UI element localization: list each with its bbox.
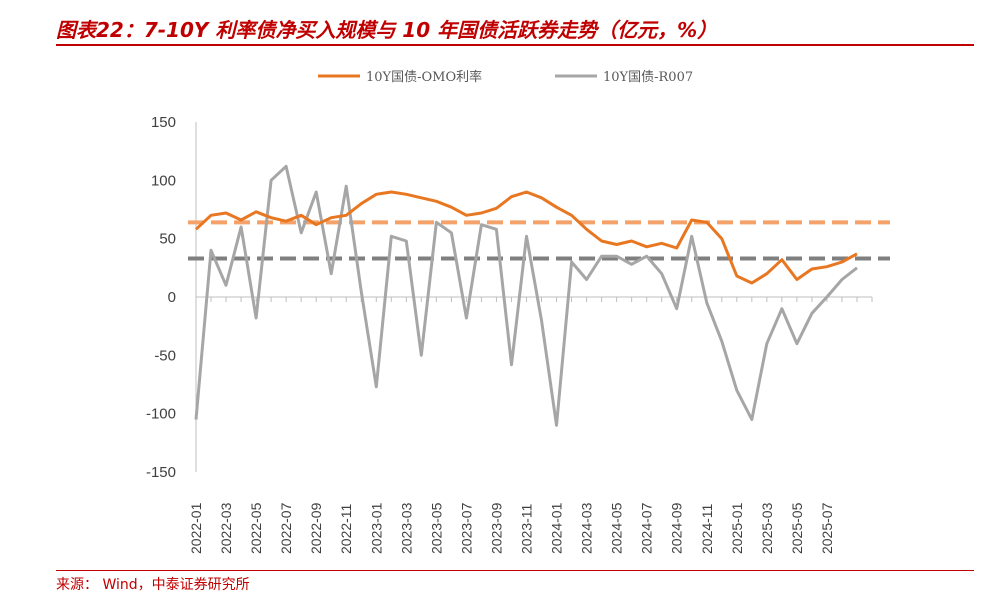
title-divider [56,44,974,46]
series-lines [194,164,858,427]
x-tick-label: 2023-07 [458,502,474,554]
x-tick-label: 2024-07 [639,502,655,554]
x-tick-label: 2024-05 [609,502,625,554]
chart-axes: 150 100 50 0 -50 -100 -150 2022-01 2022-03 2022-0… [146,114,873,554]
x-tick-label: 2024-09 [669,502,685,554]
x-tick-label: 2023-01 [368,502,384,554]
x-tick-label: 2025-07 [819,502,835,554]
x-tick-label: 2022-07 [278,502,294,554]
x-tick-label: 2023-03 [398,502,414,554]
x-tick-label: 2024-01 [549,502,565,554]
y-tick-label: -50 [154,347,176,364]
source-note: 来源： Wind，中泰证券研究所 [56,577,250,593]
legend-label-omo: 10Y国债-OMO利率 [366,69,482,85]
series-line-r007 [194,164,858,427]
y-tick-label: 150 [151,114,176,131]
x-tick-label: 2023-09 [488,502,504,554]
y-tick-label: -150 [146,464,176,481]
series-line-omo [194,190,858,285]
x-tick-label: 2022-05 [248,502,264,554]
x-tick-label: 2023-11 [518,503,534,554]
x-tick-label: 2025-01 [729,502,745,554]
x-tick-label: 2022-01 [188,502,204,554]
x-tick-label: 2024-11 [699,503,715,554]
y-tick-label: -100 [146,406,176,423]
x-tick-label: 2024-03 [579,502,595,554]
x-tick-label: 2022-03 [218,502,234,554]
x-tick-label: 2022-09 [308,502,324,554]
x-tick-label: 2023-05 [428,502,444,554]
y-tick-label: 0 [168,289,176,306]
y-tick-label: 100 [151,172,176,189]
x-tick-label: 2025-05 [789,502,805,554]
chart-legend: 10Y国债-OMO利率 10Y国债-R007 [318,69,693,85]
x-tick-label: 2022-11 [338,503,354,554]
legend-label-r007: 10Y国债-R007 [603,70,693,85]
chart-title: 图表22：7-10Y 利率债净买入规模与 10 年国债活跃券走势（亿元，%） [56,18,718,42]
footer-divider [56,570,974,571]
x-tick-label: 2025-03 [759,502,775,554]
y-tick-label: 50 [159,231,176,248]
reference-lines [188,220,890,261]
